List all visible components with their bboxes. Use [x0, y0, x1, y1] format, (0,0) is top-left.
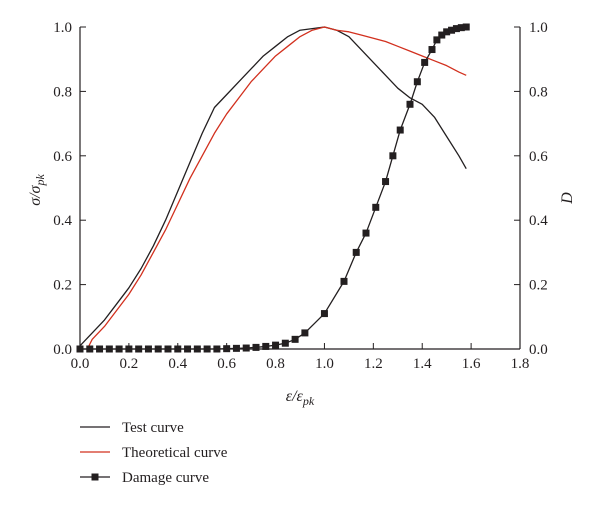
damage-curve-point — [203, 345, 211, 353]
damage-curve-point — [301, 329, 309, 337]
y-right-tick-label: 0.8 — [529, 84, 548, 100]
damage-curve-point — [281, 339, 289, 347]
damage-curve-point — [406, 100, 414, 108]
damage-curve-point — [154, 345, 162, 353]
legend-damage-curve-label: Damage curve — [122, 470, 209, 486]
damage-curve-point — [389, 152, 397, 160]
damage-curve-point — [164, 345, 172, 353]
y-left-tick-label: 1.0 — [53, 20, 72, 36]
x-axis-title-main: ε/ε — [286, 388, 304, 405]
damage-curve-point — [184, 345, 192, 353]
series-layer — [76, 23, 470, 353]
damage-curve-point — [448, 26, 456, 34]
theoretical-curve-series — [86, 26, 467, 350]
damage-curve-point — [352, 248, 360, 256]
y-right-tick-label: 1.0 — [529, 20, 548, 36]
test-curve-line — [79, 26, 467, 347]
plot-frame — [79, 27, 521, 350]
y-axis-right-ticks: 0.0 0.2 0.4 0.6 0.8 1.0 — [514, 20, 548, 358]
x-axis-title: ε/εpk — [286, 388, 315, 408]
damage-curve-point — [135, 345, 143, 353]
damage-curve-point — [421, 58, 429, 66]
x-tick-label: 0.2 — [120, 356, 139, 372]
x-tick-label: 0.8 — [266, 356, 285, 372]
y-right-tick-label: 0.0 — [529, 342, 548, 358]
test-curve-series — [79, 26, 467, 347]
damage-curve-point — [76, 345, 84, 353]
damage-curve-point — [372, 203, 380, 211]
legend-test-curve-label: Test curve — [122, 420, 184, 436]
y-axis-left-title: σ/σpk — [27, 174, 47, 206]
legend-damage-curve-marker — [91, 473, 99, 481]
damage-curve-point — [362, 229, 370, 237]
x-tick-label: 0.4 — [168, 356, 187, 372]
damage-curve-point — [193, 345, 201, 353]
damage-curve-point — [443, 28, 451, 36]
damage-curve-point — [252, 343, 260, 351]
y-left-tick-label: 0.2 — [53, 278, 72, 294]
x-tick-label: 1.4 — [413, 356, 432, 372]
damage-curve-point — [462, 23, 470, 31]
y-left-tick-label: 0.4 — [53, 213, 72, 229]
damage-curve-point — [452, 25, 460, 33]
damage-curve-point — [242, 344, 250, 352]
damage-curve-point — [105, 345, 113, 353]
damage-curve-point — [144, 345, 152, 353]
legend: Test curve Theoretical curve Damage curve — [80, 420, 228, 486]
damage-curve-point — [438, 31, 446, 39]
damage-curve-point — [174, 345, 182, 353]
x-tick-label: 0.6 — [217, 356, 236, 372]
damage-curve-point — [232, 344, 240, 352]
damage-curve-point — [223, 345, 231, 353]
theoretical-curve-line — [86, 26, 467, 350]
damage-curve-point — [340, 277, 348, 285]
damage-curve-point — [457, 24, 465, 32]
damage-curve-point — [262, 342, 270, 350]
y-left-tick-label: 0.0 — [53, 342, 72, 358]
y-left-tick-label: 0.6 — [53, 149, 72, 165]
y-axis-left-title-main: σ/σ — [27, 184, 44, 205]
damage-curve-line — [80, 26, 467, 350]
y-right-tick-label: 0.4 — [529, 213, 548, 229]
y-axis-left-ticks: 0.0 0.2 0.4 0.6 0.8 1.0 — [53, 20, 86, 358]
damage-curve-point — [433, 36, 441, 44]
x-tick-label: 1.6 — [462, 356, 481, 372]
damage-curve-point — [213, 345, 221, 353]
x-tick-label: 1.2 — [364, 356, 383, 372]
damage-curve-point — [320, 310, 328, 318]
x-tick-label: 0.0 — [71, 356, 90, 372]
damage-curve-point — [96, 345, 104, 353]
damage-curve-point — [272, 341, 280, 349]
x-axis-ticks: 0.0 0.2 0.4 0.6 0.8 1.0 1.2 1.4 1.6 1.8 — [71, 343, 530, 372]
damage-curve-point — [86, 345, 94, 353]
x-axis-title-sub: pk — [302, 394, 315, 408]
damage-curve-point — [125, 345, 133, 353]
x-tick-label: 1.8 — [511, 356, 530, 372]
damage-curve-series — [76, 23, 470, 353]
y-left-tick-label: 0.8 — [53, 84, 72, 100]
damage-curve-point — [382, 178, 390, 186]
y-axis-right-title: D — [559, 192, 576, 205]
damage-curve-point — [291, 335, 299, 343]
x-tick-label: 1.0 — [315, 356, 334, 372]
damage-curve-point — [428, 46, 436, 54]
damage-curve-point — [115, 345, 123, 353]
y-right-tick-label: 0.2 — [529, 278, 548, 294]
legend-theoretical-curve-label: Theoretical curve — [122, 445, 228, 461]
damage-curve-point — [413, 78, 421, 86]
y-right-tick-label: 0.6 — [529, 149, 548, 165]
y-axis-left-title-sub: pk — [33, 174, 47, 187]
damage-curve-point — [396, 126, 404, 134]
